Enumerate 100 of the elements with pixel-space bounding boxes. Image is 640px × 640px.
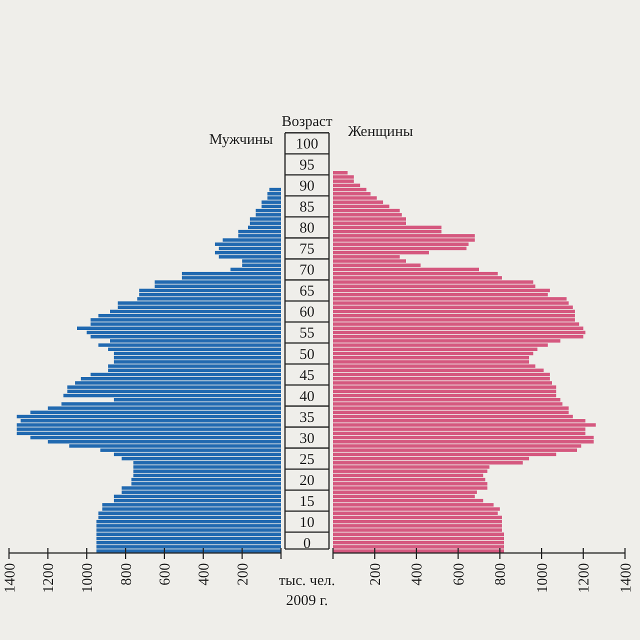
- bar: [98, 516, 281, 520]
- bar: [139, 288, 281, 292]
- bar: [333, 474, 484, 478]
- bar: [96, 532, 281, 536]
- chart-title: Женщины: [348, 124, 414, 140]
- bar: [102, 507, 281, 511]
- bar: [96, 540, 281, 544]
- bar: [96, 524, 281, 528]
- x-tick-label: 1000: [534, 563, 551, 593]
- bar: [333, 297, 567, 301]
- x-tick-label: 200: [368, 563, 384, 586]
- x-tick-label: 1400: [618, 563, 634, 593]
- y-tick-label: 80: [300, 220, 314, 237]
- bar: [333, 322, 580, 326]
- bar: [333, 234, 475, 238]
- y-tick-label: 65: [300, 284, 314, 300]
- bar: [218, 255, 281, 259]
- bar: [333, 540, 504, 544]
- bar: [333, 536, 504, 540]
- bar: [333, 436, 594, 440]
- bar: [333, 390, 556, 394]
- y-tick-label: 90: [300, 178, 314, 195]
- y-tick-label: 0: [303, 536, 311, 552]
- bar: [16, 414, 281, 418]
- bar: [67, 385, 281, 389]
- bar: [333, 381, 552, 385]
- bar: [16, 432, 281, 436]
- bar: [67, 390, 281, 394]
- bar: [333, 394, 556, 398]
- y-tick-label: 55: [300, 326, 314, 342]
- bar: [16, 423, 281, 427]
- x-tick-label: 800: [493, 563, 510, 586]
- bar: [333, 385, 556, 389]
- bar: [96, 528, 281, 532]
- bar: [90, 318, 281, 322]
- y-tick-label: 85: [300, 200, 314, 216]
- bar: [333, 532, 504, 536]
- bar: [267, 192, 281, 196]
- bar: [333, 334, 584, 338]
- bar: [333, 440, 594, 444]
- bar: [133, 469, 281, 473]
- bar: [333, 528, 502, 532]
- bar: [333, 288, 550, 292]
- y-tick-label: 15: [300, 494, 314, 510]
- bar: [98, 512, 281, 515]
- bar: [269, 188, 281, 192]
- bar: [114, 494, 281, 498]
- bar: [333, 524, 502, 528]
- bar: [108, 364, 281, 368]
- x-tick-label: 800: [118, 563, 135, 586]
- bar: [131, 478, 281, 482]
- y-tick-label: 40: [300, 388, 314, 405]
- bar: [333, 398, 560, 402]
- bar: [214, 242, 281, 246]
- bar: [102, 503, 281, 507]
- bar: [333, 314, 575, 318]
- bar: [333, 246, 466, 250]
- bar: [333, 301, 569, 305]
- text: 2009 г.: [286, 593, 328, 609]
- bar: [16, 427, 281, 431]
- y-tick-label: 70: [300, 262, 314, 279]
- x-tick-label: 400: [410, 563, 426, 586]
- bar: [333, 520, 502, 524]
- bar: [333, 272, 498, 276]
- bar: [96, 536, 281, 540]
- bar: [133, 474, 281, 478]
- x-tick-label: 400: [196, 563, 213, 586]
- bar: [256, 208, 281, 212]
- bar: [333, 318, 575, 322]
- x-tick-label: 1200: [41, 563, 58, 593]
- y-tick-label: 25: [300, 452, 314, 468]
- bar: [333, 377, 550, 380]
- y-tick-label: 60: [300, 304, 314, 321]
- bar: [154, 280, 281, 284]
- bar: [333, 280, 534, 284]
- y-tick-label: 20: [300, 472, 314, 489]
- bar: [96, 545, 281, 549]
- bar: [333, 175, 354, 179]
- y-axis-title: Возраст: [282, 114, 333, 130]
- bar: [333, 482, 488, 486]
- bar: [77, 326, 281, 330]
- bar: [238, 230, 281, 234]
- bar: [333, 226, 442, 230]
- bar: [333, 188, 366, 192]
- chart-title: Мужчины: [209, 132, 273, 148]
- bar: [333, 213, 402, 217]
- bar: [333, 507, 500, 511]
- bar: [20, 419, 281, 422]
- x-tick-label: 1200: [576, 563, 593, 593]
- bar: [139, 292, 281, 296]
- x-tick-label: 600: [158, 563, 174, 586]
- y-tick-label: 10: [300, 514, 314, 531]
- y-tick-label: 100: [296, 136, 318, 153]
- bar: [250, 221, 281, 225]
- bar: [114, 356, 281, 360]
- bar: [63, 394, 281, 398]
- x-tick-label: 1400: [2, 563, 18, 593]
- bar: [333, 326, 584, 330]
- y-tick-label: 75: [300, 242, 314, 258]
- bar: [333, 406, 569, 410]
